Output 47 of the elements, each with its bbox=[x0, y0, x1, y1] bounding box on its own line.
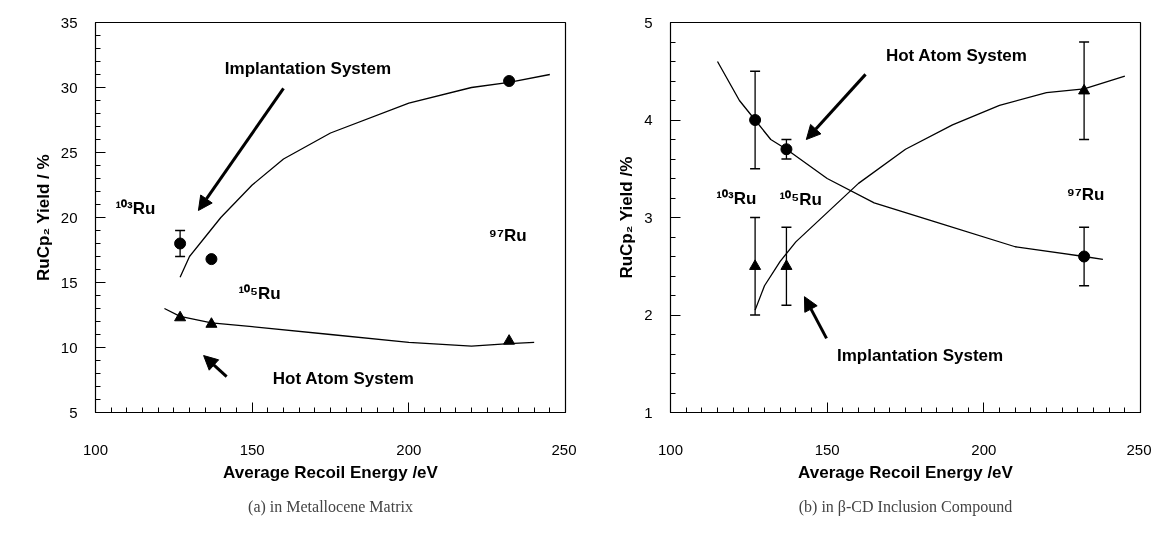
y-tick-label: 5 bbox=[69, 403, 78, 421]
annotation: ¹⁰⁵Ru bbox=[238, 284, 281, 304]
point bbox=[749, 259, 762, 270]
x-axis-title: Average Recoil Energy /eV bbox=[798, 462, 1014, 482]
point bbox=[503, 75, 516, 87]
y-tick-label: 35 bbox=[60, 13, 78, 31]
y-tick-label: 3 bbox=[644, 208, 653, 226]
y-axis-title: RuCp₂ Yield /% bbox=[617, 156, 637, 279]
point bbox=[174, 237, 187, 250]
y-tick-label: 15 bbox=[60, 273, 78, 291]
y-tick-label: 20 bbox=[60, 208, 78, 226]
x-tick-label: 200 bbox=[396, 440, 422, 458]
annotation: ¹⁰⁵Ru bbox=[779, 190, 822, 210]
y-tick-label: 25 bbox=[60, 143, 78, 161]
annotation: ⁹⁷Ru bbox=[488, 225, 527, 245]
x-axis-title: Average Recoil Energy /eV bbox=[223, 462, 439, 482]
annotation: ¹⁰³Ru bbox=[115, 199, 156, 219]
x-tick-label: 150 bbox=[814, 440, 840, 458]
y-tick-label: 1 bbox=[644, 403, 653, 421]
annotation: Hot Atom System bbox=[272, 369, 414, 389]
point bbox=[205, 317, 218, 328]
y-tick-label: 4 bbox=[644, 111, 653, 128]
y-tick-label: 2 bbox=[644, 306, 653, 323]
point bbox=[780, 259, 793, 270]
x-tick-label: 200 bbox=[971, 440, 997, 458]
annotation: Implantation System bbox=[224, 59, 392, 79]
point bbox=[503, 334, 516, 345]
point bbox=[1078, 83, 1091, 95]
point bbox=[780, 143, 793, 156]
x-tick-label: 100 bbox=[657, 440, 684, 458]
annotation: Implantation System bbox=[836, 346, 1004, 366]
point bbox=[749, 114, 762, 126]
text: (b) in β-CD Inclusion Compound bbox=[798, 497, 1013, 516]
point bbox=[205, 253, 218, 266]
x-tick-label: 250 bbox=[551, 440, 577, 458]
y-tick-label: 30 bbox=[60, 78, 78, 96]
y-axis-title: RuCp₂ Yield / % bbox=[33, 154, 53, 281]
x-tick-label: 250 bbox=[1126, 440, 1152, 458]
y-tick-label: 10 bbox=[60, 338, 78, 356]
text: (a) in Metallocene Matrix bbox=[248, 497, 413, 516]
annotation: ¹⁰³Ru bbox=[716, 188, 757, 208]
y-tick-label: 5 bbox=[644, 13, 653, 31]
annotation: ⁹⁷Ru bbox=[1066, 184, 1105, 204]
annotation: Hot Atom System bbox=[885, 46, 1027, 66]
x-tick-label: 100 bbox=[82, 440, 109, 458]
line-series bbox=[163, 307, 535, 347]
x-tick-label: 150 bbox=[239, 440, 265, 458]
